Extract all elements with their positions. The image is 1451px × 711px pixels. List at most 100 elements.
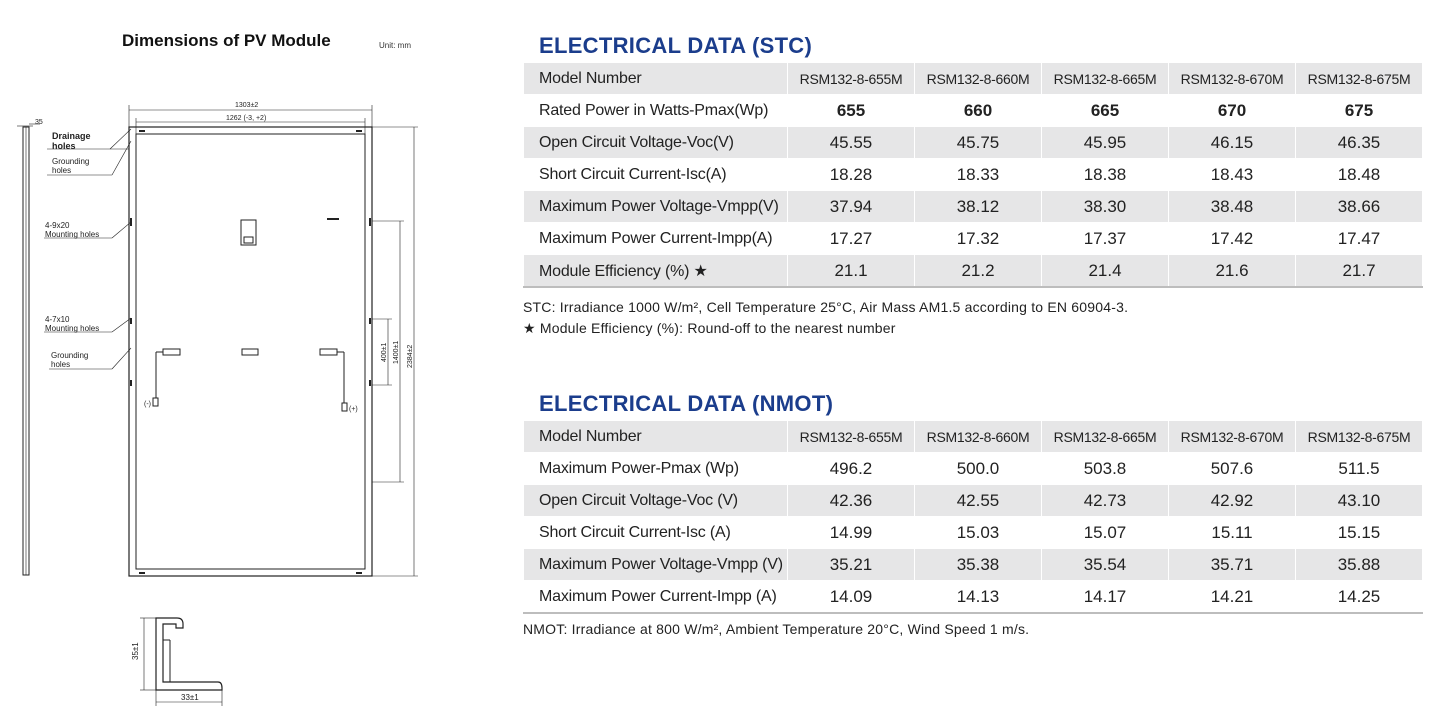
stc-cell: 38.12 (914, 190, 1042, 223)
nmot-cell: 14.21 (1168, 580, 1296, 614)
height-total-label: 2384±2 (407, 345, 414, 368)
nmot-cell: 42.73 (1041, 484, 1169, 517)
stc-header-row: Model Number RSM132-8-655M RSM132-8-660M… (523, 62, 1423, 95)
stc-table: Model Number RSM132-8-655M RSM132-8-660M… (523, 62, 1423, 288)
nmot-row-isc: Short Circuit Current-Isc (A) 14.99 15.0… (523, 516, 1423, 549)
stc-cell: 17.47 (1295, 222, 1423, 255)
drainage-label-2: holes (52, 141, 76, 151)
nmot-cell: 14.25 (1295, 580, 1423, 614)
stc-model-2: RSM132-8-660M (914, 62, 1042, 95)
nmot-model-2: RSM132-8-660M (914, 420, 1042, 453)
nmot-cell: 35.71 (1168, 548, 1296, 581)
mounting-9x20-label-2: Mounting holes (45, 230, 99, 239)
grounding-top-label-1: Grounding (52, 157, 89, 166)
nmot-row-impp: Maximum Power Current-Impp (A) 14.09 14.… (523, 580, 1423, 614)
stc-model-1: RSM132-8-655M (787, 62, 915, 95)
pv-module-drawing: 35 1303±2 1262 (-3, +2) (17, 102, 418, 706)
nmot-cell: 14.09 (787, 580, 915, 614)
side-thickness-label: 35 (35, 119, 43, 126)
stc-cell: 675 (1295, 94, 1423, 127)
width-outer-label: 1303±2 (235, 102, 258, 109)
nmot-cell: 35.21 (787, 548, 915, 581)
stc-header-label: Model Number (523, 62, 788, 95)
stc-row-label: Open Circuit Voltage-Voc(V) (523, 126, 788, 159)
nmot-cell: 14.13 (914, 580, 1042, 614)
nmot-cell: 500.0 (914, 452, 1042, 485)
nmot-cell: 496.2 (787, 452, 915, 485)
stc-row-label: Module Efficiency (%) ★ (523, 254, 788, 288)
nmot-cell: 503.8 (1041, 452, 1169, 485)
stc-cell: 18.33 (914, 158, 1042, 191)
mounting-7x10-label-1: 4-7x10 (45, 315, 70, 324)
nmot-model-3: RSM132-8-665M (1041, 420, 1169, 453)
plus-label: (+) (349, 406, 358, 413)
stc-cell: 37.94 (787, 190, 915, 223)
stc-title: ELECTRICAL DATA (STC) (539, 33, 813, 58)
stc-cell: 38.48 (1168, 190, 1296, 223)
grounding-top-label-2: holes (52, 166, 71, 175)
stc-row-label: Short Circuit Current-Isc(A) (523, 158, 788, 191)
stc-cell: 18.28 (787, 158, 915, 191)
stc-row-pmax: Rated Power in Watts-Pmax(Wp) 655 660 66… (523, 94, 1423, 127)
nmot-cell: 15.03 (914, 516, 1042, 549)
stc-cell: 38.30 (1041, 190, 1169, 223)
stc-row-label: Rated Power in Watts-Pmax(Wp) (523, 94, 788, 127)
stc-cell: 38.66 (1295, 190, 1423, 223)
stc-cell: 18.43 (1168, 158, 1296, 191)
frame-cross-section: 35±1 33±1 (131, 617, 223, 706)
stc-cell: 21.1 (787, 254, 915, 288)
nmot-cell: 42.36 (787, 484, 915, 517)
stc-cell: 17.37 (1041, 222, 1169, 255)
nmot-model-5: RSM132-8-675M (1295, 420, 1423, 453)
nmot-cell: 43.10 (1295, 484, 1423, 517)
stc-model-5: RSM132-8-675M (1295, 62, 1423, 95)
stc-cell: 18.38 (1041, 158, 1169, 191)
stc-cell: 660 (914, 94, 1042, 127)
stc-cell: 17.27 (787, 222, 915, 255)
nmot-cell: 507.6 (1168, 452, 1296, 485)
dimensions-title: Dimensions of PV Module (122, 31, 331, 50)
nmot-title: ELECTRICAL DATA (NMOT) (539, 391, 834, 416)
stc-cell: 46.15 (1168, 126, 1296, 159)
stc-note: STC: Irradiance 1000 W/m², Cell Temperat… (523, 299, 1129, 315)
frame-width-label: 33±1 (181, 693, 199, 702)
nmot-cell: 14.99 (787, 516, 915, 549)
stc-row-isc: Short Circuit Current-Isc(A) 18.28 18.33… (523, 158, 1423, 191)
stc-cell: 665 (1041, 94, 1169, 127)
mounting-9x20-label-1: 4-9x20 (45, 221, 70, 230)
stc-row-label: Maximum Power Voltage-Vmpp(V) (523, 190, 788, 223)
nmot-cell: 35.54 (1041, 548, 1169, 581)
minus-label: (-) (144, 401, 151, 408)
nmot-row-label: Short Circuit Current-Isc (A) (523, 516, 788, 549)
nmot-cell: 42.92 (1168, 484, 1296, 517)
width-inner-label: 1262 (-3, +2) (226, 115, 266, 122)
nmot-row-label: Open Circuit Voltage-Voc (V) (523, 484, 788, 517)
stc-cell: 17.42 (1168, 222, 1296, 255)
nmot-cell: 511.5 (1295, 452, 1423, 485)
stc-cell: 21.4 (1041, 254, 1169, 288)
nmot-header-row: Model Number RSM132-8-655M RSM132-8-660M… (523, 420, 1423, 453)
frame-height-label: 35±1 (131, 642, 140, 660)
drainage-label-1: Drainage (52, 131, 91, 141)
stc-cell: 18.48 (1295, 158, 1423, 191)
nmot-cell: 15.15 (1295, 516, 1423, 549)
stc-cell: 670 (1168, 94, 1296, 127)
nmot-cell: 42.55 (914, 484, 1042, 517)
callouts: Drainage holes Grounding holes 4-9x20 Mo… (44, 128, 132, 370)
side-profile: 35 (17, 119, 43, 576)
stc-cell: 17.32 (914, 222, 1042, 255)
stc-model-3: RSM132-8-665M (1041, 62, 1169, 95)
nmot-row-label: Maximum Power-Pmax (Wp) (523, 452, 788, 485)
stc-cell: 46.35 (1295, 126, 1423, 159)
nmot-row-label: Maximum Power Voltage-Vmpp (V) (523, 548, 788, 581)
stc-cell: 45.75 (914, 126, 1042, 159)
stc-cell: 21.7 (1295, 254, 1423, 288)
stc-cell: 45.55 (787, 126, 915, 159)
nmot-model-1: RSM132-8-655M (787, 420, 915, 453)
nmot-cell: 35.88 (1295, 548, 1423, 581)
nmot-row-pmax: Maximum Power-Pmax (Wp) 496.2 500.0 503.… (523, 452, 1423, 485)
nmot-row-label: Maximum Power Current-Impp (A) (523, 580, 788, 614)
stc-cell: 21.2 (914, 254, 1042, 288)
nmot-header-label: Model Number (523, 420, 788, 453)
grounding-bottom-label-2: holes (51, 360, 70, 369)
